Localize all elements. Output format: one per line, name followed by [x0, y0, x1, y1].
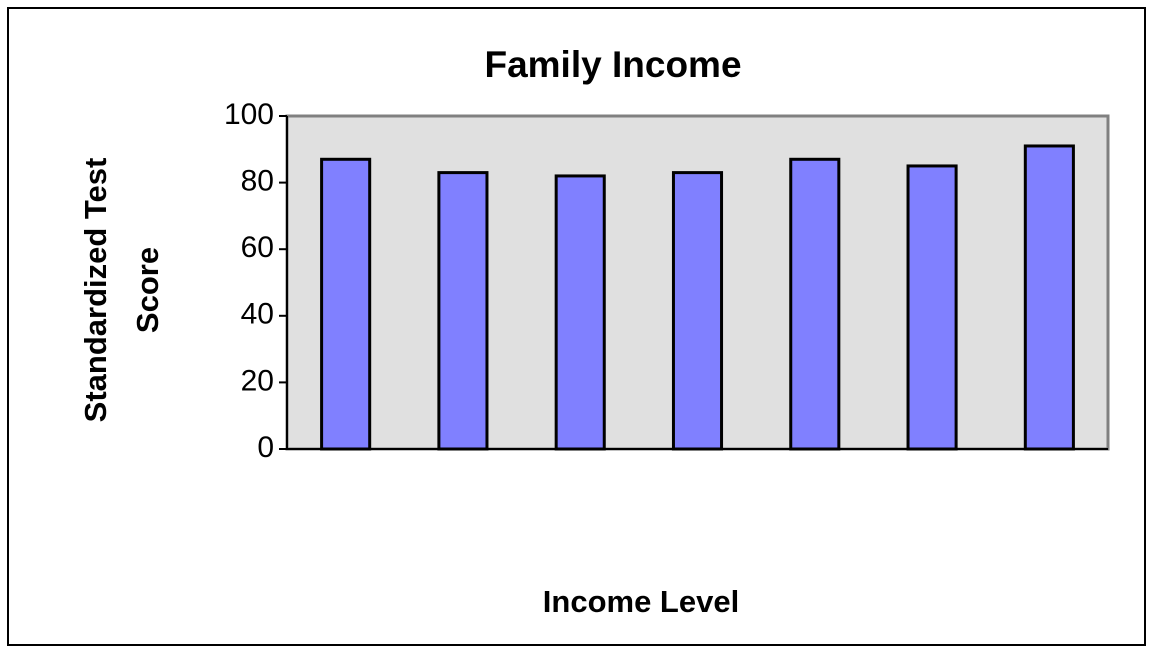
bar	[320, 157, 372, 451]
y-tick-label: 20	[241, 364, 274, 397]
bar	[906, 164, 958, 451]
bar	[554, 174, 606, 451]
bar	[789, 157, 841, 451]
chart-title: Family Income	[484, 44, 741, 85]
x-axis-label: Income Level	[543, 584, 739, 619]
y-axis-label: Standardized Test	[78, 158, 113, 423]
bar	[1023, 144, 1075, 451]
y-tick-label: 100	[224, 98, 274, 131]
y-axis-label: Score	[130, 247, 165, 333]
y-tick-label: 60	[241, 231, 274, 264]
bar	[671, 171, 724, 451]
y-tick-label: 0	[257, 431, 274, 464]
y-tick-label: 40	[241, 298, 274, 331]
bar	[437, 171, 489, 451]
y-tick-label: 80	[241, 165, 274, 198]
